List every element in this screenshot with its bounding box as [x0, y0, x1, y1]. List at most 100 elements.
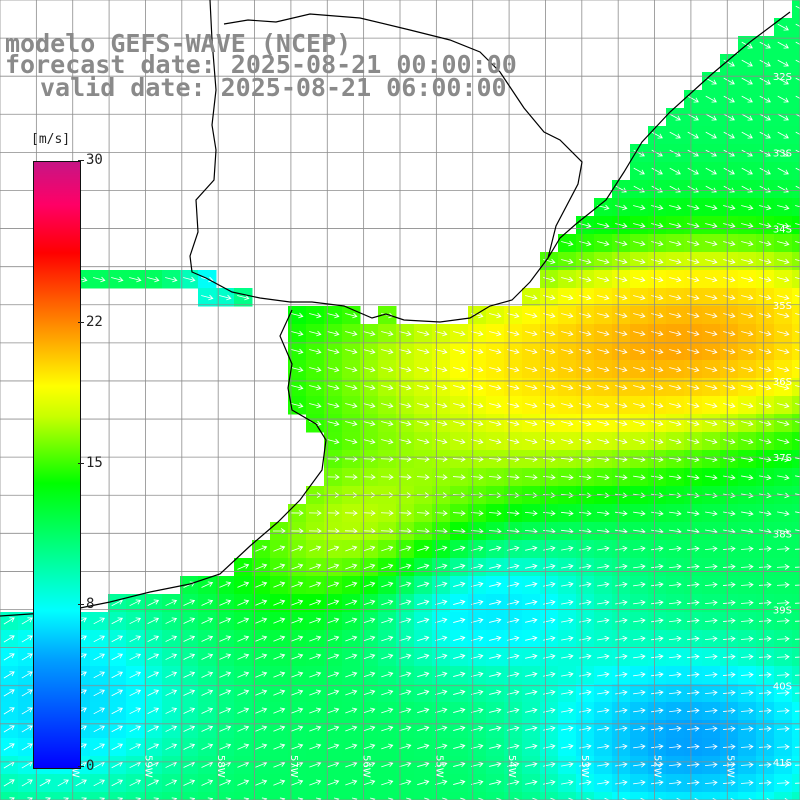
- wind-arrow: [363, 689, 376, 696]
- wind-arrow: [153, 797, 160, 800]
- wind-arrow: [525, 617, 538, 624]
- wind-arrow: [651, 185, 663, 193]
- wind-arrow: [273, 725, 286, 732]
- wind-arrow: [561, 671, 574, 678]
- wind-arrow: [183, 725, 196, 732]
- wind-arrow: [651, 240, 664, 247]
- wind-arrow: [759, 294, 772, 301]
- wind-arrow: [777, 204, 790, 211]
- wind-arrow: [381, 545, 394, 552]
- wind-arrow: [686, 689, 700, 696]
- wind-arrow: [183, 671, 196, 678]
- wind-arrow: [723, 77, 735, 85]
- wind-arrow: [219, 725, 232, 732]
- wind-arrow: [525, 402, 538, 409]
- wind-arrow: [668, 563, 682, 570]
- wind-arrow: [561, 563, 574, 570]
- wind-arrow: [362, 528, 376, 534]
- field-cell: [792, 324, 800, 343]
- wind-arrow: [633, 185, 645, 193]
- wind-arrow: [290, 510, 304, 516]
- wind-arrow: [795, 241, 800, 244]
- wind-arrow: [795, 149, 800, 153]
- wind-arrow: [135, 797, 142, 800]
- wind-arrow: [794, 692, 800, 694]
- lat-label: 37S: [773, 453, 792, 464]
- wind-arrow: [435, 635, 448, 642]
- wind-arrow: [651, 779, 664, 786]
- field-cell: [792, 468, 800, 487]
- wind-arrow: [381, 725, 394, 732]
- wind-arrow: [399, 348, 412, 355]
- wind-arrow: [3, 707, 15, 715]
- wind-arrow: [633, 384, 646, 391]
- wind-arrow: [273, 563, 286, 570]
- wind-arrow: [759, 59, 771, 67]
- wind-arrow: [435, 545, 448, 552]
- wind-arrow: [712, 797, 718, 800]
- wind-arrow: [309, 725, 322, 732]
- wind-arrow: [363, 599, 376, 606]
- wind-arrow: [758, 672, 772, 678]
- wind-arrow: [309, 617, 322, 624]
- wind-arrow: [740, 761, 754, 768]
- wind-arrow: [201, 689, 214, 696]
- wind-arrow: [579, 761, 592, 768]
- wind-arrow: [435, 384, 448, 391]
- wind-arrow: [561, 581, 574, 588]
- wind-arrow: [201, 617, 214, 624]
- wind-arrow: [740, 581, 754, 588]
- wind-arrow: [57, 779, 69, 787]
- wind-arrow: [525, 689, 538, 696]
- wind-arrow: [758, 762, 772, 768]
- wind-arrow: [633, 402, 646, 409]
- colorbar-tick-label: 15: [78, 455, 103, 471]
- wind-arrow: [722, 635, 736, 642]
- field-cell: [450, 792, 469, 800]
- wind-arrow: [579, 563, 592, 570]
- wind-arrow: [345, 689, 358, 696]
- wind-arrow: [633, 204, 646, 211]
- wind-arrow: [525, 725, 538, 732]
- wind-arrow: [363, 330, 376, 337]
- wind-arrow: [255, 779, 268, 786]
- wind-arrow: [759, 204, 772, 211]
- wind-arrow: [705, 294, 718, 301]
- wind-arrow: [291, 599, 304, 606]
- wind-arrow: [668, 707, 682, 714]
- wind-arrow: [327, 545, 340, 552]
- wind-arrow: [669, 149, 681, 157]
- wind-arrow: [453, 707, 466, 714]
- field-cell: [666, 792, 685, 800]
- lat-label: 34S: [773, 225, 792, 236]
- field-cell: [468, 792, 487, 800]
- wind-arrow: [525, 384, 538, 391]
- wind-arrow: [225, 797, 232, 800]
- wind-arrow: [201, 599, 214, 606]
- field-cell: [198, 792, 217, 800]
- field-cell: [576, 792, 595, 800]
- wind-arrow: [759, 348, 772, 355]
- wind-arrow: [705, 131, 717, 139]
- wind-arrow: [615, 689, 628, 696]
- wind-arrow: [255, 725, 268, 732]
- wind-arrow: [525, 671, 538, 678]
- wind-arrow: [309, 312, 322, 319]
- wind-arrow: [668, 599, 682, 606]
- field-cell: [792, 162, 800, 181]
- lon-label: 53W: [579, 755, 590, 778]
- wind-arrow: [27, 797, 33, 800]
- wind-arrow: [435, 599, 448, 606]
- wind-arrow: [615, 204, 628, 211]
- wind-arrow: [453, 671, 466, 678]
- wind-arrow: [399, 743, 412, 750]
- wind-arrow: [326, 474, 340, 480]
- wind-arrow: [381, 330, 394, 337]
- wind-arrow: [615, 330, 628, 337]
- wind-arrow: [327, 743, 340, 750]
- wind-arrow: [201, 294, 214, 301]
- wind-arrow: [759, 456, 772, 463]
- wind-arrow: [723, 348, 736, 355]
- wind-arrow: [21, 725, 33, 733]
- wind-arrow: [183, 599, 196, 606]
